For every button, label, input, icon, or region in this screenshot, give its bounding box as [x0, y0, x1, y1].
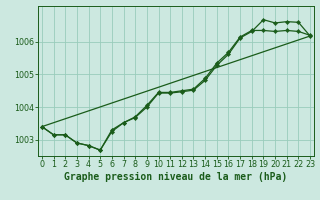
X-axis label: Graphe pression niveau de la mer (hPa): Graphe pression niveau de la mer (hPa)	[64, 172, 288, 182]
